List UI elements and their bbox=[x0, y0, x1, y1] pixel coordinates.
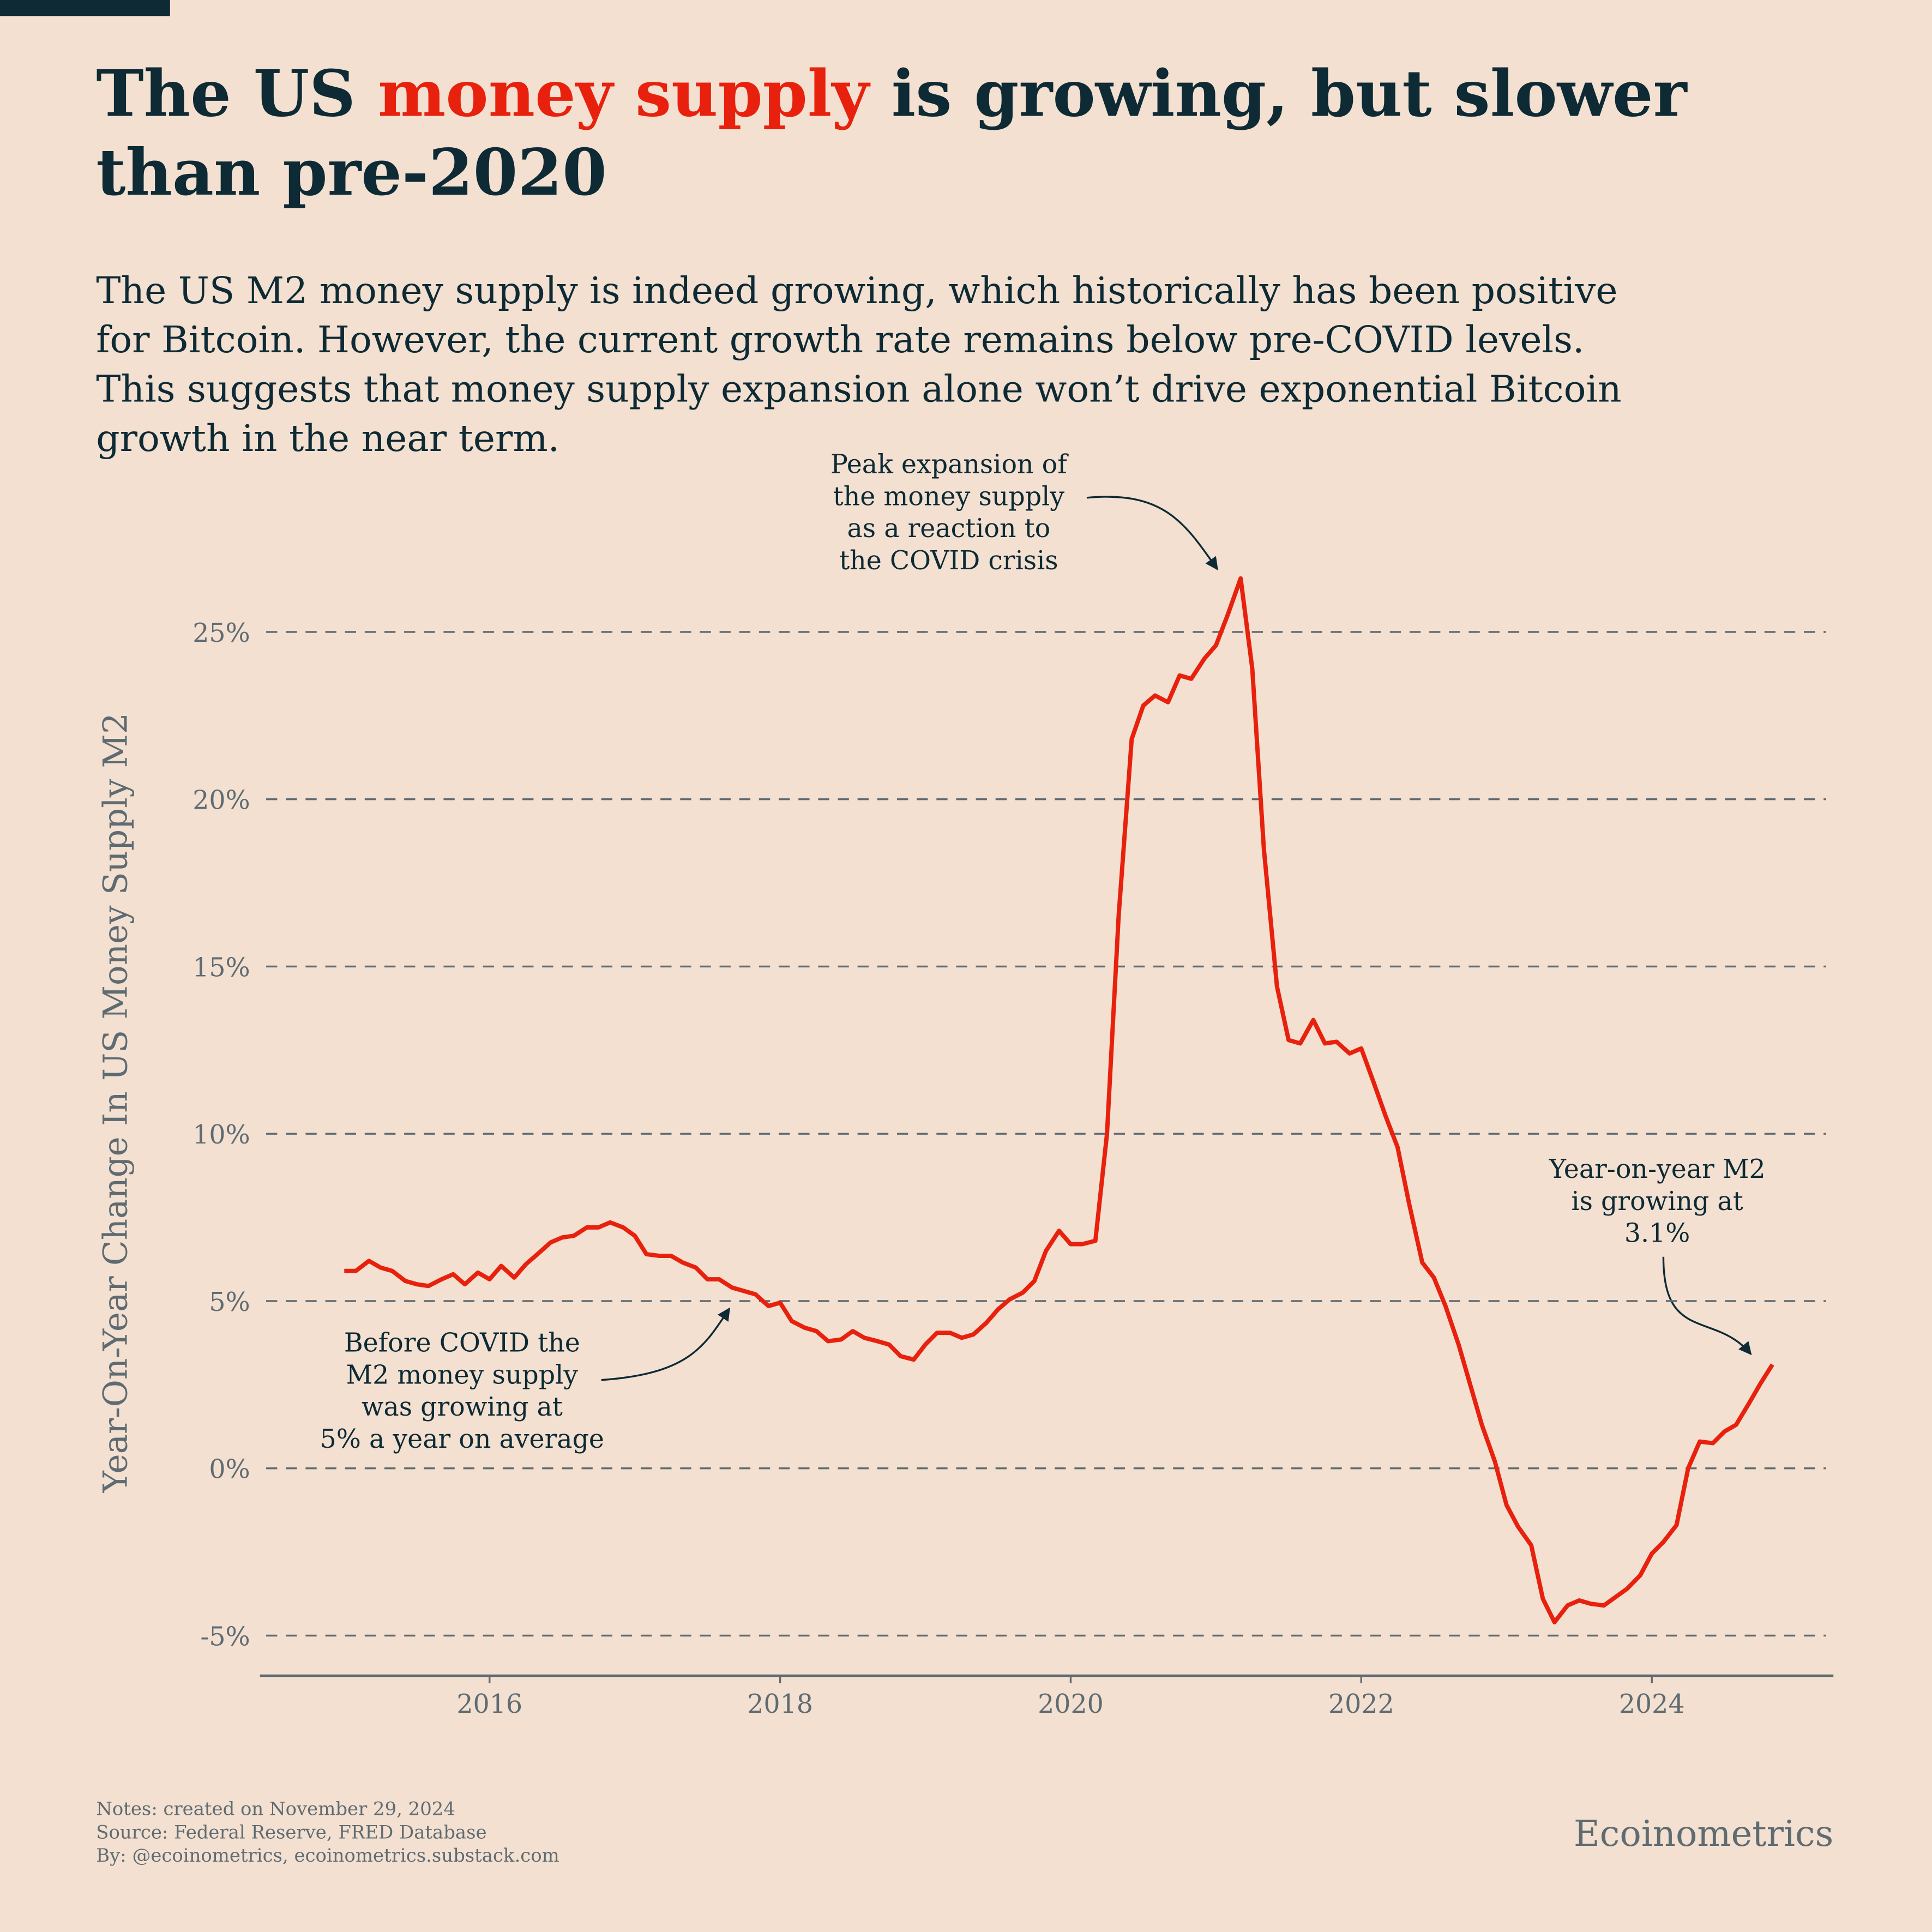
y-tick-label: 25% bbox=[192, 618, 250, 648]
annotation: the money supply bbox=[833, 482, 1065, 511]
subtitle-line: This suggests that money supply expansio… bbox=[96, 368, 1621, 411]
x-tick-label: 2018 bbox=[747, 1689, 813, 1719]
x-tick-label: 2024 bbox=[1619, 1689, 1685, 1719]
arrow bbox=[601, 1307, 731, 1381]
y-tick-label: 10% bbox=[192, 1120, 250, 1150]
note: Notes: created on November 29, 2024 bbox=[96, 1798, 455, 1819]
x-tick-label: 2016 bbox=[456, 1689, 522, 1719]
y-tick-label: 20% bbox=[192, 786, 250, 816]
arrow bbox=[1086, 496, 1218, 570]
note: Source: Federal Reserve, FRED Database bbox=[96, 1821, 486, 1843]
note: By: @ecoinometrics, ecoinometrics.substa… bbox=[96, 1845, 559, 1866]
y-tick-label: -5% bbox=[200, 1622, 250, 1652]
annotation: 5% a year on average bbox=[320, 1424, 604, 1454]
brand: Ecoinometrics bbox=[1574, 1813, 1833, 1855]
annotation: M2 money supply bbox=[346, 1360, 579, 1390]
y-tick-label: 0% bbox=[209, 1455, 250, 1485]
x-tick-label: 2020 bbox=[1038, 1689, 1104, 1719]
y-tick-label: 15% bbox=[192, 953, 250, 983]
annotation: 3.1% bbox=[1624, 1219, 1690, 1249]
arrow bbox=[1662, 1256, 1752, 1356]
y-axis-label: Year-On-Year Change In US Money Supply M… bbox=[97, 713, 135, 1493]
annotation: Year-on-year M2 bbox=[1549, 1154, 1766, 1184]
annotation: Before COVID the bbox=[344, 1328, 580, 1358]
title-part: is growing, but slower bbox=[869, 56, 1688, 131]
annotation: Peak expansion of bbox=[830, 450, 1069, 480]
y-tick-label: 5% bbox=[209, 1287, 250, 1317]
subtitle-line: growth in the near term. bbox=[96, 417, 559, 460]
chart-title: The US money supply is growing, but slow… bbox=[96, 56, 1688, 131]
annotation: the COVID crisis bbox=[839, 546, 1058, 576]
subtitle: The US M2 money supply is indeed growing… bbox=[96, 269, 1621, 460]
data-line bbox=[344, 576, 1774, 1624]
subtitle-line: for Bitcoin. However, the current growth… bbox=[96, 318, 1584, 361]
x-tick-label: 2022 bbox=[1328, 1689, 1394, 1719]
chart-title: than pre-2020 bbox=[96, 135, 607, 210]
annotation: is growing at bbox=[1571, 1187, 1743, 1217]
annotation: was growing at bbox=[362, 1392, 563, 1422]
subtitle-line: The US M2 money supply is indeed growing… bbox=[96, 269, 1617, 312]
annotation: as a reaction to bbox=[847, 514, 1051, 544]
corner-bar bbox=[0, 0, 170, 16]
title-highlight: money supply bbox=[378, 56, 871, 131]
title-part: The US bbox=[96, 56, 378, 131]
